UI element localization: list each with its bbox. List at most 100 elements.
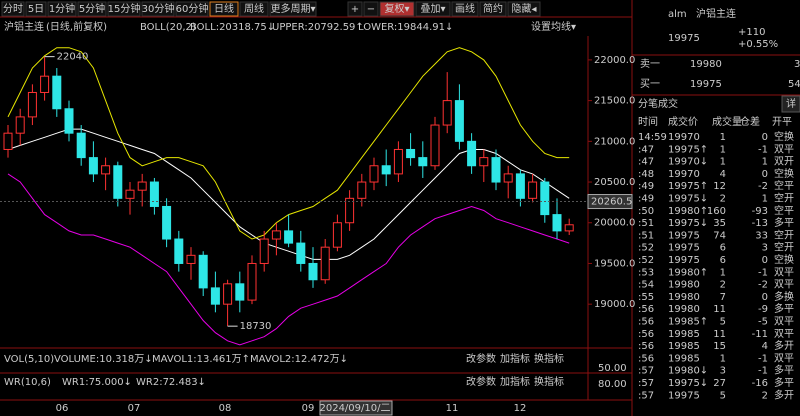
toolbar-button[interactable]	[507, 1, 541, 17]
trade-cell: :55	[638, 292, 654, 303]
trade-cell: -1	[758, 353, 768, 364]
trade-cell: :50	[638, 206, 654, 217]
toolbar-button[interactable]	[379, 1, 415, 17]
trade-cell: 33	[755, 230, 768, 241]
wr-axis-label: 50.00	[598, 363, 627, 374]
toolbar-button[interactable]	[415, 1, 451, 17]
trade-cell: :51	[638, 218, 654, 229]
toolbar-button[interactable]	[175, 1, 209, 17]
trade-cell: :49	[638, 194, 654, 205]
x-tick-label: 09	[302, 403, 315, 414]
trade-cell: 14:59	[638, 132, 667, 143]
toolbar-button[interactable]	[479, 1, 507, 17]
trade-cell: 双平	[774, 143, 794, 155]
toolbar-label: 分时	[3, 3, 23, 15]
trade-cell: 2	[720, 194, 726, 205]
toolbar-button[interactable]	[77, 1, 107, 17]
trade-cell: 1	[720, 157, 726, 168]
trade-cell: 19985↑	[668, 317, 708, 328]
toolbar-label: +	[351, 4, 359, 15]
toolbar-button[interactable]	[25, 1, 47, 17]
candle-body	[149, 181, 159, 207]
candle-body	[296, 242, 306, 264]
toolbar-label: 15分钟	[108, 2, 141, 15]
trade-cell: 3	[720, 366, 726, 377]
candle-body	[491, 157, 501, 183]
toolbar-button[interactable]	[363, 1, 379, 17]
ask-volume: 3	[794, 59, 800, 70]
trade-cell: 0	[762, 292, 768, 303]
trade-cell: 多开	[774, 339, 794, 352]
trade-cell: :53	[638, 267, 654, 278]
trade-cell: :57	[638, 366, 654, 377]
trade-cell: :48	[638, 169, 654, 180]
trade-cell: 多换	[774, 290, 794, 303]
ask-label: 卖一	[640, 58, 660, 70]
trade-cell: 空换	[774, 167, 794, 180]
candle-body	[406, 148, 416, 159]
toolbar-button[interactable]	[1, 1, 25, 17]
trade-cell: 空平	[774, 204, 794, 217]
trade-cell: 0	[762, 255, 768, 266]
trade-cell: 6	[720, 243, 726, 254]
trade-cell: :49	[638, 181, 654, 192]
trade-cell: 19980	[668, 292, 700, 303]
y-tick-label: 19500.0	[594, 258, 635, 269]
toolbar-button[interactable]	[209, 1, 239, 17]
indicator-info: BOLL(20,2)	[140, 22, 196, 33]
trade-cell: -93	[752, 206, 768, 217]
toolbar-label: 5分钟	[79, 2, 105, 15]
candle-body	[540, 181, 550, 216]
candle-body	[15, 116, 25, 134]
trade-cell: 19985	[668, 329, 700, 340]
trade-cell: 多平	[774, 364, 794, 377]
indicator-info: 沪铝主连	[4, 20, 44, 33]
trade-cell: 1	[720, 132, 726, 143]
volume-info: MAVOL1:13.461万↑	[152, 354, 250, 365]
toolbar-label: 日线	[214, 2, 234, 15]
toolbar-button[interactable]	[107, 1, 141, 17]
trade-cell: 多平	[774, 302, 794, 315]
detail-label: 详	[786, 97, 796, 110]
toolbar-button[interactable]	[141, 1, 175, 17]
trade-cell: :56	[638, 304, 654, 315]
toolbar-button[interactable]	[347, 1, 363, 17]
trade-cell: 1	[720, 353, 726, 364]
candle-body	[223, 283, 233, 305]
indicator-info: (日线,前复权)	[46, 20, 107, 33]
indicator-info: 设置均线▾	[531, 20, 576, 33]
toolbar-button[interactable]	[239, 1, 269, 17]
candle-body	[442, 100, 452, 126]
candle-body	[284, 230, 294, 244]
toolbar-label: 复权▾	[384, 2, 409, 15]
candle-body	[467, 140, 477, 167]
y-tick-label: 21000.0	[594, 136, 635, 147]
candle-body	[308, 262, 318, 281]
trade-cell: 空换	[774, 130, 794, 143]
trade-cell: 19980	[668, 304, 700, 315]
trade-cell: 19970	[668, 132, 700, 143]
trade-cell: 2	[762, 390, 768, 401]
trade-cell: :57	[638, 378, 654, 389]
toolbar-button[interactable]	[269, 1, 317, 17]
detail-button[interactable]	[781, 95, 800, 113]
cursor-label: 20260.5	[591, 197, 632, 208]
x-tick-label: 11	[446, 403, 459, 414]
trade-cell: -1	[758, 267, 768, 278]
trade-cell: 2	[720, 280, 726, 291]
trade-cell: 5	[720, 390, 726, 401]
candle-body	[357, 181, 367, 199]
candle-body	[271, 230, 281, 240]
toolbar-label: 画线	[455, 2, 475, 15]
trade-cell: 空开	[774, 228, 794, 241]
panel-button: 加指标	[500, 352, 530, 365]
trade-cell: 双平	[774, 279, 794, 291]
toolbar-button[interactable]	[451, 1, 479, 17]
toolbar-button[interactable]	[47, 1, 77, 17]
trade-cell: 19980↑	[668, 267, 708, 278]
y-tick-label: 20000.0	[594, 218, 635, 229]
y-tick-label: 21500.0	[594, 96, 635, 107]
